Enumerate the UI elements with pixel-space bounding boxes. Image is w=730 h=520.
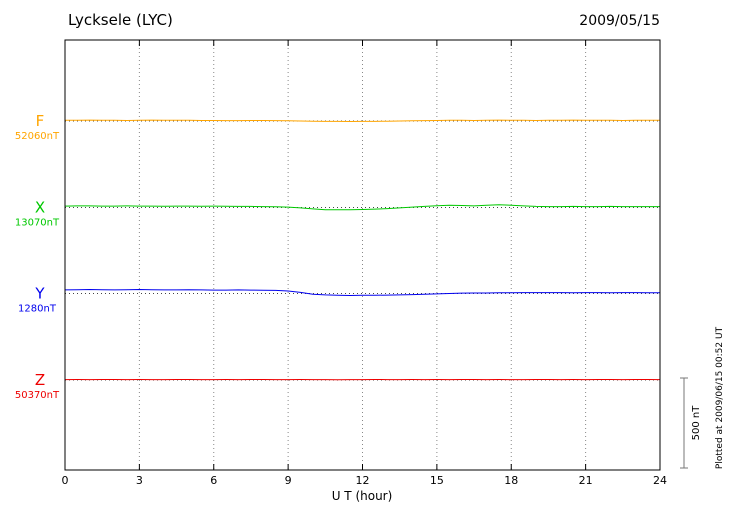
series-name-X: X <box>35 199 45 217</box>
x-tick-label-15: 15 <box>430 474 444 487</box>
x-tick-label-9: 9 <box>285 474 292 487</box>
series-baseline-value-Y: 1280nT <box>18 304 57 315</box>
x-tick-label-0: 0 <box>62 474 69 487</box>
x-tick-label-21: 21 <box>579 474 593 487</box>
series-baseline-value-X: 13070nT <box>15 218 60 229</box>
series-name-Y: Y <box>34 285 45 303</box>
plotted-at-note: Plotted at 2009/06/15 00:52 UT <box>715 326 725 469</box>
series-name-Z: Z <box>35 371 45 389</box>
series-baseline-value-Z: 50370nT <box>15 390 60 401</box>
trace-F <box>65 119 660 123</box>
gridlines <box>138 40 587 470</box>
chart-title: Lycksele (LYC) <box>68 11 173 29</box>
series-name-F: F <box>36 112 45 130</box>
x-axis-label: U T (hour) <box>332 489 393 503</box>
x-tick-label-12: 12 <box>356 474 370 487</box>
x-tick-label-6: 6 <box>210 474 217 487</box>
x-tick-label-3: 3 <box>136 474 143 487</box>
plot-border <box>64 39 661 471</box>
trace-baselines <box>65 120 660 381</box>
trace-X <box>64 204 660 211</box>
chart-date: 2009/05/15 <box>579 13 660 29</box>
scale-bar-label: 500 nT <box>691 405 702 441</box>
trace-Y <box>64 288 660 297</box>
x-axis-tick-labels: 0 3 6 9 12 15 18 21 24 <box>62 474 668 487</box>
trace-lines <box>64 119 661 381</box>
scale-bar: 500 nT <box>680 377 702 469</box>
series-baseline-value-F: 52060nT <box>15 131 60 142</box>
x-tick-label-24: 24 <box>653 474 667 487</box>
x-tick-label-18: 18 <box>504 474 518 487</box>
